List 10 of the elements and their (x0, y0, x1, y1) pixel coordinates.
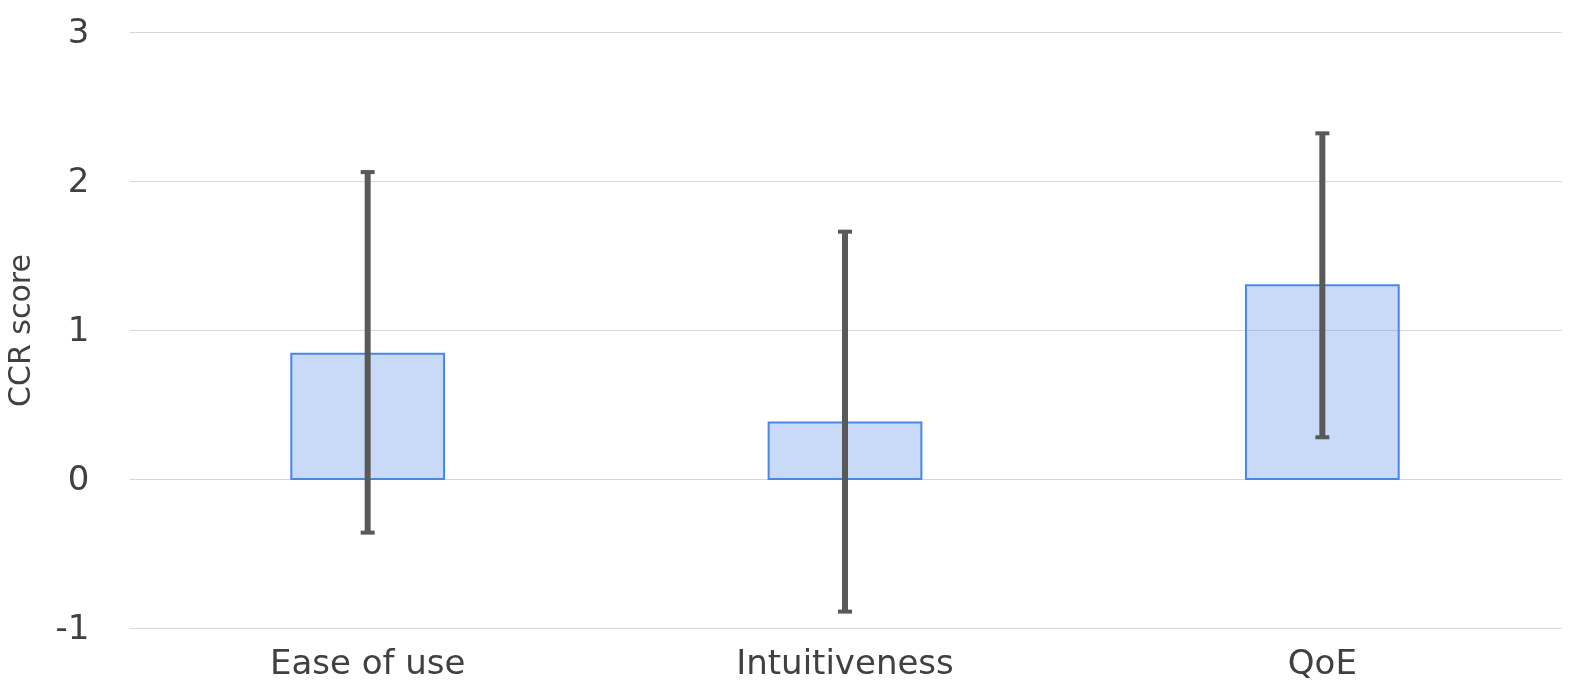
x-tick-label: Ease of use (269, 641, 466, 682)
y-axis-title: CCR score (1, 254, 37, 407)
x-tick-label: QoE (1287, 641, 1357, 682)
y-tick-label: 0 (67, 457, 90, 498)
y-tick-label: -1 (55, 606, 90, 647)
y-tick-label: 2 (67, 159, 90, 200)
x-tick-label: Intuitiveness (736, 641, 954, 682)
bar (767, 421, 923, 480)
y-tick-label: 3 (67, 10, 90, 51)
y-tick-label: 1 (67, 308, 90, 349)
